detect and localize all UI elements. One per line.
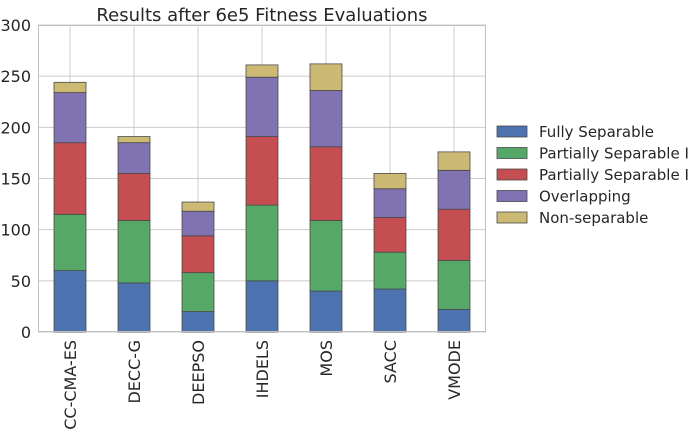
legend-label: Partially Separable I	[539, 145, 689, 163]
legend-swatch	[496, 125, 528, 138]
bar-segment	[181, 311, 215, 333]
legend-label: Partially Separable II	[539, 166, 690, 184]
x-tick-label: DEEPSO	[189, 340, 208, 405]
bar-segment	[437, 309, 471, 333]
x-tick-label: SACC	[381, 340, 400, 383]
bar-segment	[117, 136, 151, 144]
y-tick-label: 100	[0, 221, 31, 240]
bar-segment	[117, 282, 151, 333]
bar-segment	[181, 210, 215, 237]
y-tick-label: 150	[0, 170, 31, 189]
legend-swatch	[496, 147, 528, 159]
y-tick-label: 0	[21, 323, 31, 342]
x-tick-label: MOS	[317, 340, 336, 377]
bar-segment	[53, 142, 87, 215]
x-tick-label: CC-CMA-ES	[61, 340, 80, 430]
x-tick-label: VMODE	[445, 340, 464, 400]
bar-segment	[309, 90, 343, 148]
y-tick-label: 50	[11, 272, 31, 291]
bar-segment	[245, 136, 279, 206]
bar-segment	[437, 151, 471, 171]
bar-segment	[53, 81, 87, 93]
legend-swatch	[496, 211, 528, 224]
bar-segment	[245, 280, 279, 333]
bar-segment	[373, 288, 407, 333]
bar-segment	[309, 220, 343, 292]
legend-label: Non-separable	[539, 209, 648, 227]
bar-segment	[309, 146, 343, 221]
bar-segment	[245, 76, 279, 137]
bar-segment	[373, 172, 407, 190]
bar-segment	[181, 272, 215, 312]
bar-segment	[373, 251, 407, 290]
bar-segment	[53, 270, 87, 333]
bar-segment	[117, 142, 151, 174]
bar-segment	[373, 188, 407, 218]
legend: Fully Separable Partially Separable I Part…	[496, 123, 690, 227]
bar-segment	[181, 235, 215, 274]
bar-segment	[437, 169, 471, 210]
bar-segment	[53, 92, 87, 144]
x-axis-ticks: CC-CMA-ES DECC-G DEEPSO IHDELS MOS SACC VMODE	[61, 340, 464, 430]
y-tick-label: 250	[0, 67, 31, 86]
legend-label: Overlapping	[539, 188, 631, 206]
bar-segment	[245, 204, 279, 282]
plot-frame	[38, 25, 486, 332]
bar-segment	[245, 64, 279, 78]
bar-segment	[437, 259, 471, 310]
bar-segment	[117, 220, 151, 284]
y-tick-label: 300	[0, 16, 31, 35]
legend-label: Fully Separable	[539, 123, 654, 141]
x-tick-label: DECC-G	[125, 340, 144, 404]
bar-segment	[309, 290, 343, 333]
legend-swatch	[496, 168, 528, 181]
bar-segment	[437, 208, 471, 261]
bar-segment	[309, 63, 343, 91]
bar-segment	[117, 172, 151, 221]
bar-segment	[373, 216, 407, 253]
x-tick-label: IHDELS	[253, 340, 272, 398]
bar-segment	[181, 201, 215, 212]
chart-title: Results after 6e5 Fitness Evaluations	[96, 5, 427, 26]
y-tick-label: 200	[0, 118, 31, 137]
legend-swatch	[496, 190, 528, 202]
bar-segment	[53, 213, 87, 271]
y-axis-ticks: 0 50 100 150 200 250 300	[0, 16, 31, 342]
